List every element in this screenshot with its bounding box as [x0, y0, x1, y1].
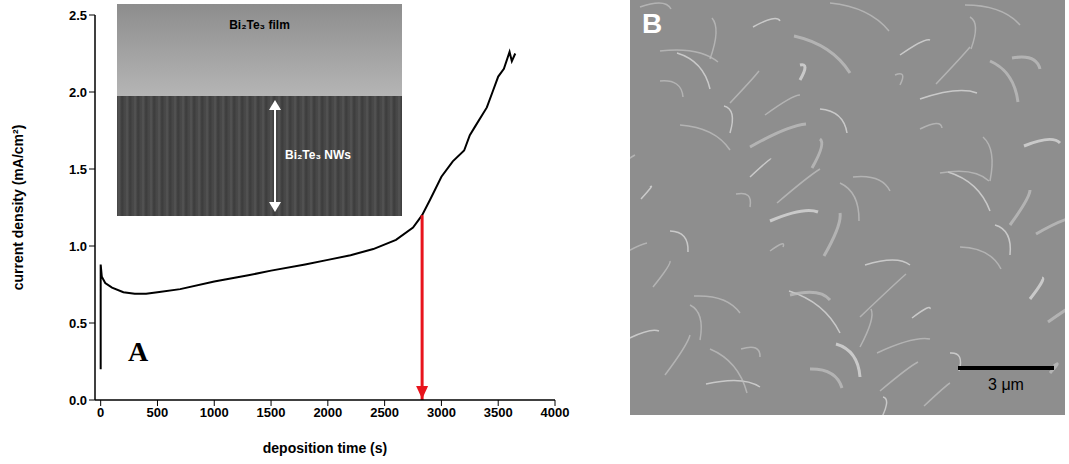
svg-text:3500: 3500 [484, 405, 513, 420]
svg-text:0: 0 [97, 405, 104, 420]
svg-text:1000: 1000 [200, 405, 229, 420]
svg-text:3000: 3000 [427, 405, 456, 420]
svg-text:1.0: 1.0 [69, 239, 87, 254]
svg-text:2500: 2500 [370, 405, 399, 420]
svg-text:2.0: 2.0 [69, 85, 87, 100]
html-text:Bi₂Te₃ film: Bi₂Te₃ film [229, 18, 290, 32]
svg-text:500: 500 [147, 405, 169, 420]
svg-text:2.5: 2.5 [69, 8, 87, 23]
html-text:Bi₂Te₃ NWs: Bi₂Te₃ NWs [285, 148, 351, 162]
svg-text:2000: 2000 [313, 405, 342, 420]
svg-text:0.0: 0.0 [69, 393, 87, 408]
html-text:B: B [642, 8, 663, 39]
html-text:A: A [128, 336, 149, 367]
html-text:3 μm: 3 μm [988, 376, 1024, 393]
svg-text:1.5: 1.5 [69, 162, 87, 177]
svg-text:1500: 1500 [257, 405, 286, 420]
svg-text:current density (mA/cm²): current density (mA/cm²) [10, 125, 26, 291]
svg-text:deposition time (s): deposition time (s) [263, 440, 387, 456]
svg-text:0.5: 0.5 [69, 316, 87, 331]
svg-text:4000: 4000 [541, 405, 570, 420]
